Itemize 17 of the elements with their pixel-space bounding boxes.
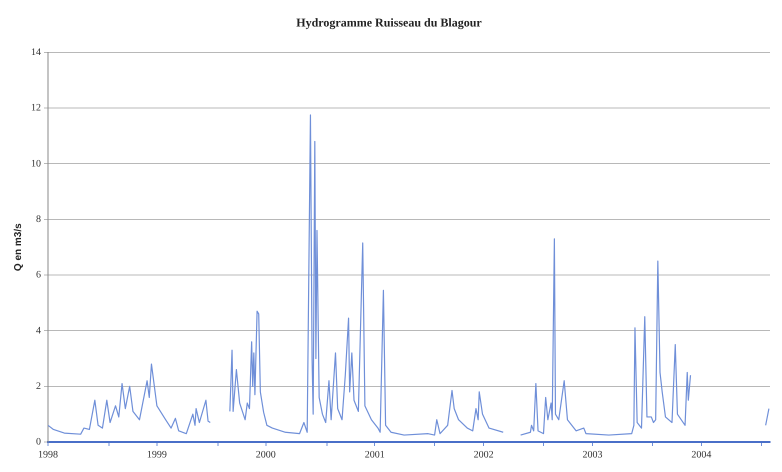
y-tick-label: 14 (31, 47, 41, 58)
y-tick-label: 6 (36, 270, 41, 281)
x-tick-label: 2001 (364, 450, 385, 461)
y-tick-label: 2 (36, 380, 41, 392)
y-tick-label: 10 (31, 158, 41, 170)
chart-title: Hydrogramme Ruisseau du Blagour (296, 15, 482, 30)
x-tick-label: 1998 (38, 450, 58, 461)
x-tick-label: 2003 (582, 450, 602, 461)
y-tick-label: 12 (31, 102, 41, 114)
x-tick-label: 2002 (474, 450, 494, 461)
y-axis-title: Q en m3/s (12, 222, 24, 272)
x-tick-label: 2000 (256, 450, 276, 461)
x-tick-label: 2004 (691, 450, 712, 461)
y-tick-label: 4 (36, 325, 41, 336)
y-tick-label: 0 (36, 436, 41, 448)
y-tick-label: 8 (36, 214, 41, 225)
x-tick-label: 1999 (146, 450, 167, 461)
